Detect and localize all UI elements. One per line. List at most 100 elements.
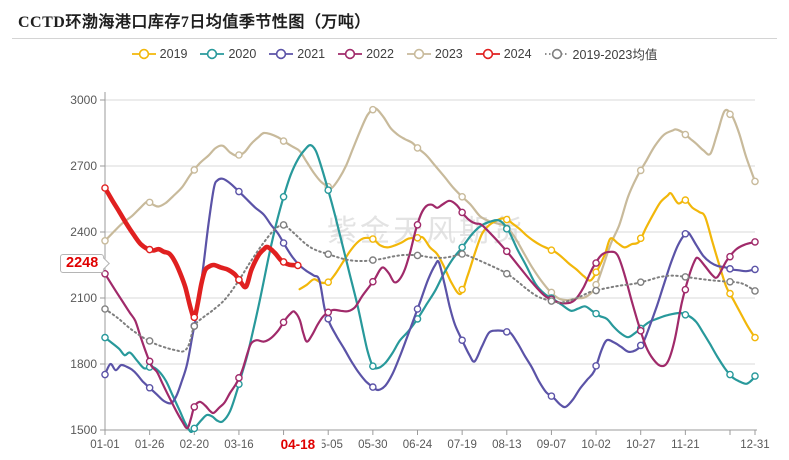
series-marker-2022 — [592, 259, 600, 267]
x-axis-label: 12-31 — [740, 439, 769, 451]
series-marker-2021 — [751, 265, 759, 274]
series-marker-2019-2023均值 — [547, 297, 556, 305]
series-marker-2020 — [101, 333, 109, 342]
series-marker-2022 — [681, 285, 690, 294]
x-axis-label: 07-19 — [447, 439, 476, 451]
legend-item-2020[interactable]: 2020 — [200, 47, 256, 61]
legend-item-2024[interactable]: 2024 — [475, 46, 532, 61]
legend-marker-icon — [544, 48, 569, 59]
series-marker-2019-2023均值 — [502, 269, 511, 278]
series-marker-2023 — [101, 236, 109, 245]
series-marker-2019 — [324, 278, 333, 286]
series-marker-2022 — [458, 208, 466, 217]
series-marker-2022 — [279, 318, 288, 327]
series-marker-2023 — [190, 166, 199, 174]
series-marker-2022 — [636, 327, 645, 335]
x-axis-label: 10-02 — [581, 439, 610, 451]
x-axis-label: 11-21 — [671, 439, 700, 451]
x-axis-label: 09-07 — [537, 439, 566, 451]
series-marker-2019-2023均值 — [751, 287, 759, 295]
legend-item-label: 2021 — [297, 46, 326, 61]
series-marker-2019 — [502, 215, 511, 224]
series-marker-2024 — [145, 245, 154, 254]
series-marker-2023 — [235, 151, 243, 159]
legend-marker-icon — [131, 48, 156, 59]
series-marker-2020 — [369, 362, 377, 371]
series-marker-2021 — [458, 336, 466, 345]
legend-item-label: 2024 — [503, 46, 532, 61]
series-marker-2021 — [145, 383, 154, 392]
series-marker-2019-2023均值 — [145, 337, 154, 345]
legend-item-2019-2023均值[interactable]: 2019-2023均值 — [544, 44, 657, 63]
y-axis-label: 2700 — [70, 159, 97, 173]
series-marker-2022 — [726, 252, 734, 261]
series-marker-2022 — [235, 374, 243, 382]
series-marker-2019-2023均值 — [458, 250, 466, 258]
series-marker-2019-2023均值 — [726, 277, 734, 286]
series-marker-2024 — [190, 313, 199, 322]
series-marker-2023 — [751, 177, 759, 186]
series-marker-2022 — [369, 277, 377, 286]
series-marker-2019-2023均值 — [413, 251, 422, 260]
y-axis-label: 2400 — [70, 225, 97, 239]
series-marker-2022 — [324, 308, 333, 317]
series-marker-2019 — [547, 246, 556, 254]
series-marker-2022 — [145, 357, 154, 366]
legend-item-label: 2022 — [366, 46, 394, 61]
series-marker-2020 — [751, 372, 759, 380]
legend-item-label: 2020 — [228, 46, 257, 61]
series-marker-2024 — [235, 275, 243, 284]
series-marker-2023 — [681, 130, 690, 139]
series-marker-2022 — [190, 403, 199, 411]
series-marker-2019-2023均值 — [279, 221, 288, 229]
legend-item-2023[interactable]: 2023 — [406, 47, 463, 61]
legend-marker-icon — [200, 48, 225, 59]
series-marker-2021 — [681, 229, 690, 238]
legend-marker-icon — [338, 48, 363, 59]
series-marker-2023 — [145, 198, 154, 207]
series-marker-2023 — [369, 105, 377, 114]
series-marker-2019-2023均值 — [369, 256, 377, 264]
series-marker-2019 — [726, 289, 734, 298]
x-axis-label: 06-24 — [403, 439, 433, 451]
y-axis-label: 3000 — [70, 93, 97, 107]
series-marker-2019-2023均值 — [592, 286, 600, 295]
series-marker-2024 — [279, 258, 288, 266]
x-axis-label: 01-26 — [135, 439, 164, 451]
series-marker-2019 — [681, 196, 690, 204]
series-marker-2020 — [681, 311, 690, 319]
series-marker-2023 — [413, 144, 422, 152]
series-marker-2021 — [592, 362, 600, 370]
series-marker-2020 — [190, 424, 199, 433]
x-axis-label: 08-13 — [492, 439, 521, 451]
series-marker-2021 — [235, 187, 243, 196]
series-marker-2019 — [458, 285, 466, 294]
series-marker-2021 — [547, 392, 556, 400]
legend-item-2021[interactable]: 2021 — [269, 47, 325, 61]
y-axis-label: 2100 — [70, 291, 97, 305]
series-marker-2020 — [279, 192, 288, 201]
x-axis-label: 10-27 — [626, 439, 655, 451]
series-marker-2021 — [413, 305, 422, 313]
series-marker-2021 — [101, 370, 109, 379]
legend-marker-icon — [475, 48, 500, 59]
series-marker-2020 — [592, 309, 600, 318]
legend-marker-icon — [406, 48, 431, 59]
series-marker-2020 — [502, 225, 511, 233]
series-marker-2023 — [279, 137, 288, 145]
series-marker-2019 — [636, 234, 645, 243]
series-marker-2020 — [458, 243, 466, 252]
legend-item-2019[interactable]: 2019 — [131, 46, 188, 61]
legend-item-2022[interactable]: 2022 — [338, 47, 394, 61]
series-marker-2022 — [502, 247, 511, 256]
y-axis-label: 1500 — [70, 423, 97, 437]
legend-item-label: 2019 — [159, 46, 188, 61]
x-axis-label: 02-20 — [180, 439, 209, 451]
series-marker-2019-2023均值 — [324, 250, 333, 258]
series-marker-2019 — [369, 235, 377, 243]
series-marker-2021 — [369, 383, 377, 391]
highlight-date-label: 04-18 — [281, 437, 316, 452]
highlight-date-bg — [273, 436, 322, 452]
